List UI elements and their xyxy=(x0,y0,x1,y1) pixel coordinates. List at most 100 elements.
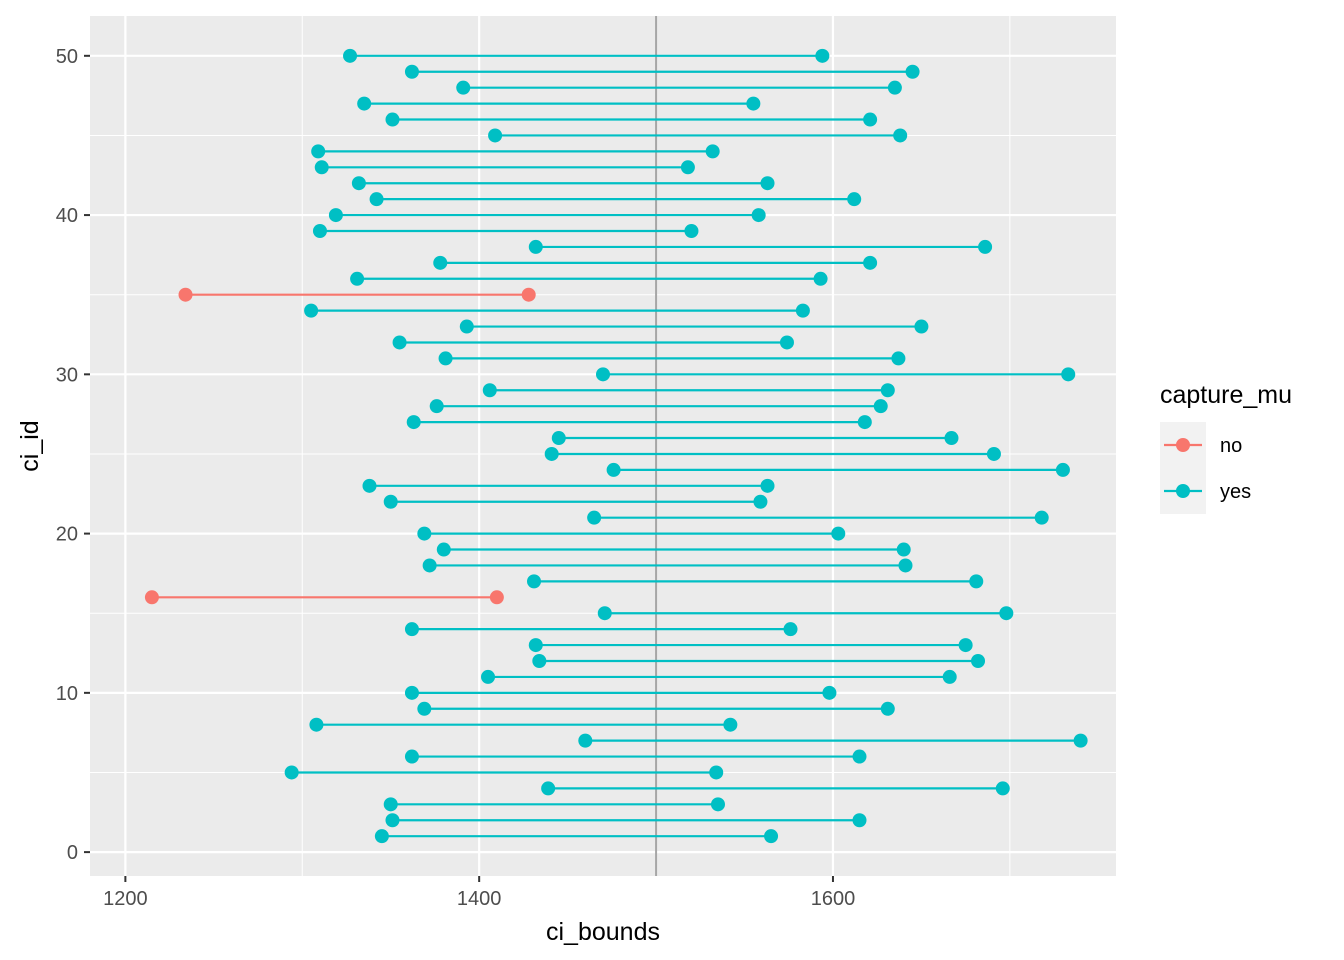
interval-upper-point xyxy=(723,717,738,732)
interval-upper-point xyxy=(751,208,766,223)
interval-lower-point xyxy=(374,829,389,844)
interval-lower-point xyxy=(417,526,432,541)
interval-upper-point xyxy=(857,415,872,430)
legend-key-point xyxy=(1176,484,1190,498)
interval-lower-point xyxy=(350,271,365,286)
y-tick-label: 30 xyxy=(56,364,78,386)
interval-lower-point xyxy=(404,685,419,700)
panel-background xyxy=(90,16,1116,876)
interval-lower-point xyxy=(482,383,497,398)
interval-upper-point xyxy=(709,765,724,780)
interval-upper-point xyxy=(893,128,908,143)
interval-lower-point xyxy=(551,431,566,446)
y-axis-title: ci_id xyxy=(16,420,44,471)
interval-lower-point xyxy=(587,510,602,525)
interval-upper-point xyxy=(971,654,986,668)
interval-upper-point xyxy=(779,335,794,350)
interval-lower-point xyxy=(433,255,448,270)
interval-upper-point xyxy=(815,48,830,63)
interval-lower-point xyxy=(456,80,471,95)
interval-upper-point xyxy=(999,606,1014,621)
interval-lower-point xyxy=(144,590,159,605)
interval-lower-point xyxy=(362,478,377,493)
interval-lower-point xyxy=(606,462,621,477)
interval-upper-point xyxy=(795,303,810,318)
interval-lower-point xyxy=(312,224,327,238)
interval-upper-point xyxy=(863,112,878,127)
interval-upper-point xyxy=(852,813,867,828)
interval-lower-point xyxy=(304,303,319,318)
interval-lower-point xyxy=(459,319,474,334)
interval-upper-point xyxy=(710,797,725,812)
interval-lower-point xyxy=(343,48,358,63)
interval-lower-point xyxy=(392,335,407,350)
interval-lower-point xyxy=(597,606,612,621)
legend-key-point xyxy=(1176,438,1190,452)
legend-entries: no yes xyxy=(1160,422,1251,514)
interval-lower-point xyxy=(404,622,419,637)
interval-upper-point xyxy=(852,749,867,764)
interval-lower-point xyxy=(383,797,398,812)
interval-marks xyxy=(144,48,1088,844)
interval-lower-point xyxy=(385,813,400,828)
interval-lower-point xyxy=(351,176,366,191)
interval-upper-point xyxy=(1061,367,1076,382)
interval-upper-point xyxy=(880,701,895,716)
interval-lower-point xyxy=(406,415,421,430)
interval-upper-point xyxy=(873,399,888,414)
interval-upper-point xyxy=(958,638,973,653)
interval-upper-point xyxy=(887,80,902,95)
y-tick-label: 50 xyxy=(56,46,78,68)
interval-lower-point xyxy=(438,351,453,366)
y-tick-label: 0 xyxy=(67,842,78,864)
interval-upper-point xyxy=(521,287,536,302)
interval-upper-point xyxy=(684,224,699,238)
interval-upper-point xyxy=(898,558,913,573)
interval-upper-point xyxy=(905,64,920,79)
interval-upper-point xyxy=(746,96,761,111)
legend-label: yes xyxy=(1220,481,1251,503)
interval-upper-point xyxy=(831,526,846,541)
legend-label: no xyxy=(1220,435,1242,457)
interval-upper-point xyxy=(995,781,1010,796)
interval-lower-point xyxy=(544,446,559,461)
interval-lower-point xyxy=(596,367,610,382)
interval-upper-point xyxy=(896,542,911,557)
y-axis-ticks: 0 10 20 30 40 50 xyxy=(56,46,90,864)
interval-lower-point xyxy=(404,64,419,79)
interval-upper-point xyxy=(1034,510,1049,525)
interval-lower-point xyxy=(578,733,593,748)
interval-upper-point xyxy=(760,478,775,493)
legend-title: capture_mu xyxy=(1160,381,1292,409)
interval-lower-point xyxy=(527,574,542,589)
interval-lower-point xyxy=(404,749,419,764)
interval-upper-point xyxy=(847,192,862,207)
interval-upper-point xyxy=(942,669,957,684)
interval-upper-point xyxy=(680,160,695,175)
y-tick-label: 20 xyxy=(56,524,78,546)
interval-upper-point xyxy=(880,383,895,398)
interval-lower-point xyxy=(357,96,372,111)
legend: capture_mu no yes xyxy=(1160,381,1292,514)
interval-lower-point xyxy=(284,765,299,780)
interval-upper-point xyxy=(783,622,798,637)
interval-upper-point xyxy=(760,176,775,191)
interval-lower-point xyxy=(541,781,556,796)
interval-lower-point xyxy=(481,669,496,684)
interval-lower-point xyxy=(528,239,543,254)
interval-upper-point xyxy=(863,255,878,270)
x-tick-label: 1200 xyxy=(103,888,148,910)
interval-lower-point xyxy=(429,399,444,414)
x-tick-label: 1400 xyxy=(457,888,502,910)
interval-lower-point xyxy=(383,494,398,509)
interval-upper-point xyxy=(986,446,1001,461)
interval-upper-point xyxy=(822,685,837,700)
interval-upper-point xyxy=(705,144,720,159)
y-tick-label: 10 xyxy=(56,683,78,705)
interval-lower-point xyxy=(436,542,451,557)
interval-lower-point xyxy=(328,208,343,223)
x-axis-title: ci_bounds xyxy=(546,918,660,946)
interval-upper-point xyxy=(1073,733,1088,748)
interval-lower-point xyxy=(178,287,193,302)
y-tick-label: 40 xyxy=(56,205,78,227)
